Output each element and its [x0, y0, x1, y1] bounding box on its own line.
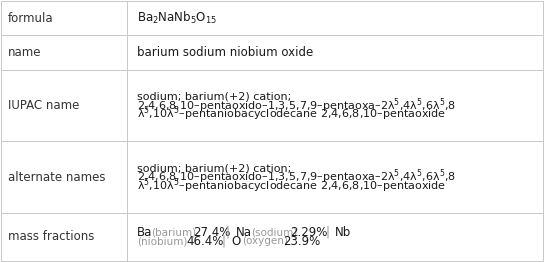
Text: λ$^5$,10λ$^5$–pentaniobacyclodecane 2,4,6,8,10–pentaoxide: λ$^5$,10λ$^5$–pentaniobacyclodecane 2,4,… — [136, 176, 446, 195]
Text: Nb: Nb — [335, 226, 351, 238]
Text: |: | — [221, 235, 225, 248]
Text: IUPAC name: IUPAC name — [8, 99, 79, 112]
Text: mass fractions: mass fractions — [8, 230, 94, 243]
Text: λ$^5$,10λ$^5$–pentaniobacyclodecane 2,4,6,8,10–pentaoxide: λ$^5$,10λ$^5$–pentaniobacyclodecane 2,4,… — [136, 105, 446, 123]
Text: 2,4,6,8,10–pentaoxido–1,3,5,7,9–pentaoxa–2λ$^5$,4λ$^5$,6λ$^5$,8: 2,4,6,8,10–pentaoxido–1,3,5,7,9–pentaoxa… — [136, 96, 456, 115]
Text: sodium; barium(+2) cation;: sodium; barium(+2) cation; — [136, 163, 291, 173]
Text: name: name — [8, 46, 41, 59]
Text: 46.4%: 46.4% — [186, 235, 224, 248]
Text: barium sodium niobium oxide: barium sodium niobium oxide — [136, 46, 313, 59]
Text: alternate names: alternate names — [8, 171, 105, 184]
Text: |: | — [325, 226, 329, 238]
Text: Ba$_2$NaNb$_5$O$_{15}$: Ba$_2$NaNb$_5$O$_{15}$ — [136, 10, 217, 26]
Text: formula: formula — [8, 12, 54, 25]
Text: 2.29%: 2.29% — [290, 226, 328, 238]
Text: 23.9%: 23.9% — [283, 235, 321, 248]
Text: O: O — [231, 235, 240, 248]
Text: (niobium): (niobium) — [136, 236, 187, 247]
Text: |: | — [226, 226, 230, 238]
Text: 27.4%: 27.4% — [193, 226, 230, 238]
Text: 2,4,6,8,10–pentaoxido–1,3,5,7,9–pentaoxa–2λ$^5$,4λ$^5$,6λ$^5$,8: 2,4,6,8,10–pentaoxido–1,3,5,7,9–pentaoxa… — [136, 168, 456, 186]
Text: Na: Na — [236, 226, 252, 238]
Text: (sodium): (sodium) — [251, 227, 297, 237]
Text: (oxygen): (oxygen) — [242, 236, 288, 247]
Text: sodium; barium(+2) cation;: sodium; barium(+2) cation; — [136, 92, 291, 102]
Text: (barium): (barium) — [152, 227, 197, 237]
Text: Ba: Ba — [136, 226, 152, 238]
